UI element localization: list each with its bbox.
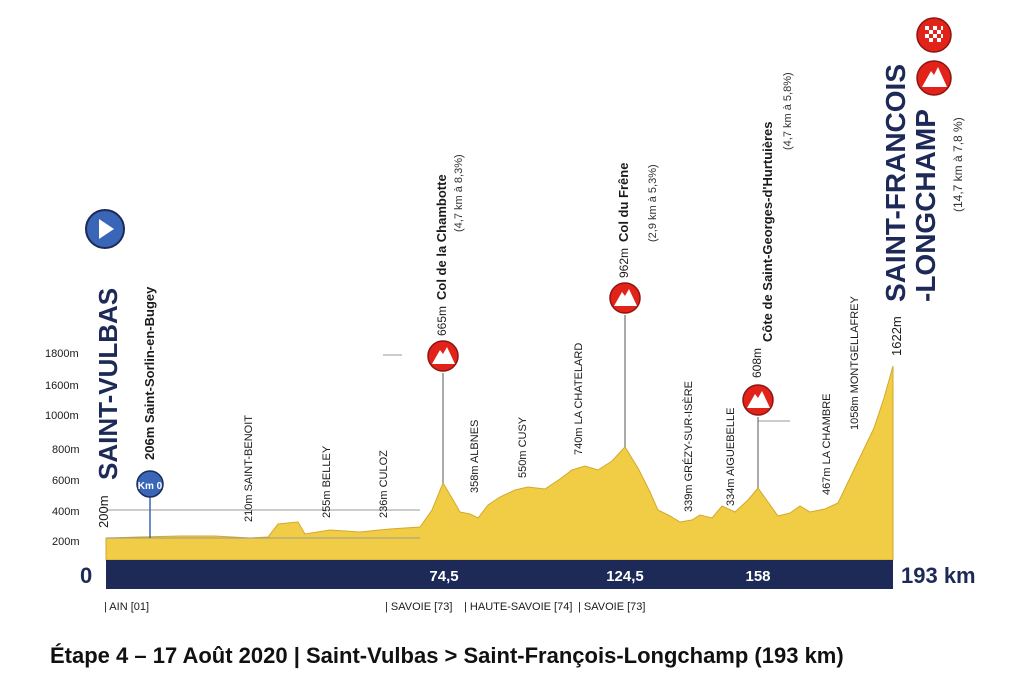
place-label: 467m LA CHAMBRE	[821, 394, 833, 495]
department-label: | HAUTE-SAVOIE [74]	[464, 601, 572, 613]
distance-bar	[106, 560, 893, 589]
place-label: 550m CUSY	[517, 416, 529, 478]
y-tick-label: 1800m	[45, 348, 79, 360]
department-label: | SAVOIE [73]	[578, 601, 645, 613]
department-label: | SAVOIE [73]	[385, 601, 452, 613]
play-icon	[85, 209, 125, 249]
mountain-icon	[742, 384, 774, 416]
mountain-icon	[427, 340, 459, 372]
place-label: 236m CULOZ	[378, 450, 390, 518]
place-label: 740m LA CHATELARD	[573, 343, 585, 455]
checkered-flag-icon	[916, 17, 952, 53]
climb-altitude: 665m	[435, 306, 449, 336]
climb-name: Côte de Saint-Georges-d'Hurtuières	[760, 121, 775, 342]
place-label: 255m BELLEY	[321, 445, 333, 518]
department-label: | AIN [01]	[104, 601, 149, 613]
finish-altitude: 1622m	[889, 316, 904, 356]
y-tick-label: 600m	[52, 475, 80, 487]
climb-altitude: 962m	[617, 248, 631, 278]
y-tick-label: 1000m	[45, 410, 79, 422]
stage-caption: Étape 4 – 17 Août 2020 | Saint-Vulbas > …	[50, 643, 844, 668]
y-tick-label: 1600m	[45, 380, 79, 392]
y-tick-label: 200m	[52, 536, 80, 548]
distance-start: 0	[80, 563, 92, 588]
place-label: 1058m MONTGELLAFREY	[849, 295, 861, 430]
mountain-icon	[916, 60, 952, 96]
y-tick-label: 800m	[52, 444, 80, 456]
km0-place: 206m Saint-Sorlin-en-Bugey	[142, 286, 157, 460]
start-altitude: 200m	[96, 495, 111, 528]
place-label: 210m SAINT-BENOIT	[243, 415, 255, 522]
place-label: 339m GRÉZY-SUR-ISÈRE	[682, 381, 695, 512]
climb-detail: (4,7 km à 5,8%)	[782, 72, 794, 150]
elevation-profile	[105, 365, 894, 561]
y-tick-label: 400m	[52, 506, 80, 518]
place-label: 334m AIGUEBELLE	[725, 408, 737, 506]
place-label: 358m ALBNES	[469, 420, 481, 493]
mountain-icon	[609, 282, 641, 314]
finish-city-line1: SAINT-FRANCOIS	[880, 64, 911, 302]
distance-mark: 158	[745, 568, 770, 585]
climb-detail: (2,9 km à 5,3%)	[647, 164, 659, 242]
distance-mark: 124,5	[606, 568, 644, 585]
start-city: SAINT-VULBAS	[93, 288, 123, 480]
km0-marker: Km 0	[136, 470, 164, 498]
climb-name: Col du Frêne	[616, 163, 631, 242]
finish-climb-detail: (14,7 km à 7,8 %)	[951, 117, 965, 212]
climb-altitude: 608m	[750, 348, 764, 378]
stage-profile: 200m 400m 600m 800m 1000m 1600m 1800m 20…	[45, 17, 976, 613]
climb-detail: (4,7 km à 8,3%)	[453, 154, 465, 232]
distance-end: 193 km	[901, 563, 976, 588]
climb-name: Col de la Chambotte	[434, 174, 449, 300]
km0-label: Km 0	[138, 481, 163, 492]
finish-city-line2: -LONGCHAMP	[910, 109, 941, 302]
distance-mark: 74,5	[429, 568, 458, 585]
